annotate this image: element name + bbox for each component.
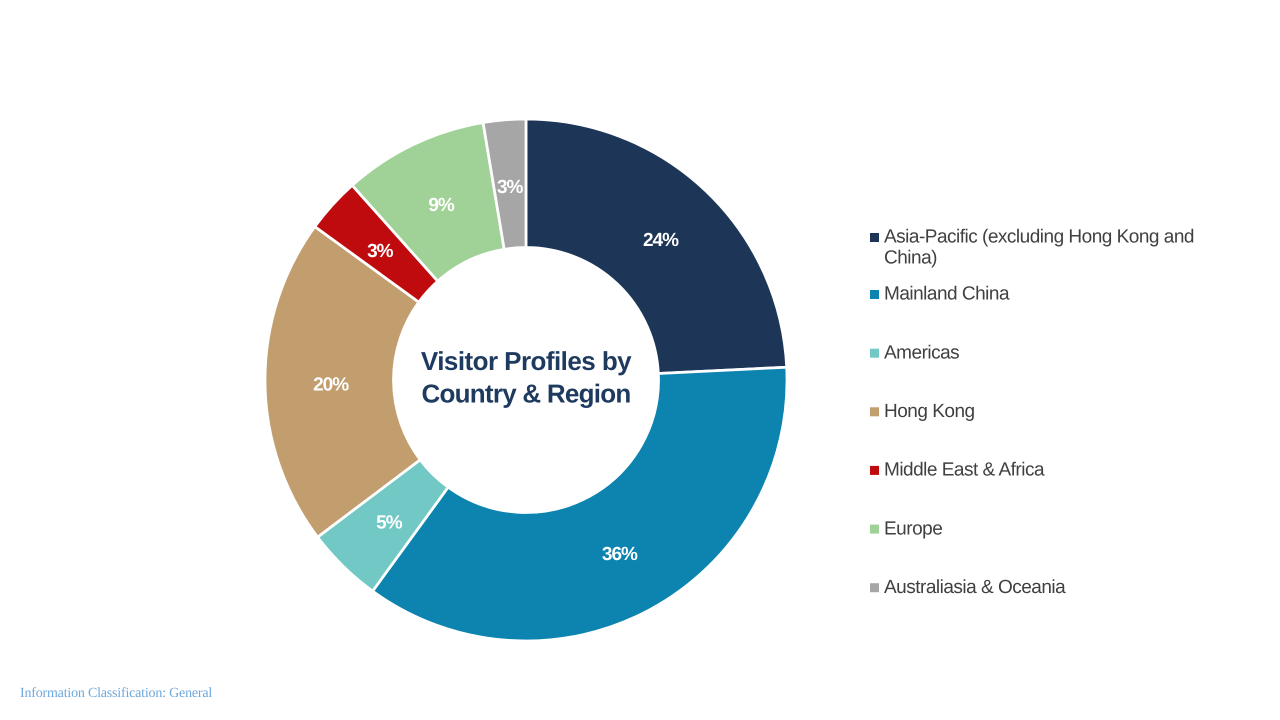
svg-text:3%: 3% — [497, 177, 524, 198]
svg-text:5%: 5% — [376, 512, 403, 533]
svg-text:Mainland China: Mainland China — [884, 284, 1010, 305]
svg-text:Australiasia & Oceania: Australiasia & Oceania — [884, 577, 1066, 598]
svg-text:Middle East & Africa: Middle East & Africa — [884, 460, 1045, 481]
svg-text:Information Classification: Ge: Information Classification: General — [20, 686, 212, 701]
svg-text:Country & Region: Country & Region — [422, 379, 631, 409]
svg-text:24%: 24% — [643, 230, 679, 251]
svg-text:Americas: Americas — [884, 342, 959, 363]
svg-text:20%: 20% — [313, 374, 349, 395]
svg-text:Asia-Pacific (excluding Hong K: Asia-Pacific (excluding Hong Kong and — [884, 226, 1194, 247]
svg-text:Europe: Europe — [884, 518, 942, 539]
svg-text:China): China) — [884, 248, 937, 269]
svg-text:Visitor Profiles by: Visitor Profiles by — [421, 346, 632, 376]
svg-text:9%: 9% — [428, 195, 455, 216]
svg-text:3%: 3% — [367, 241, 394, 262]
svg-text:Hong Kong: Hong Kong — [884, 401, 975, 422]
svg-text:36%: 36% — [602, 544, 638, 565]
